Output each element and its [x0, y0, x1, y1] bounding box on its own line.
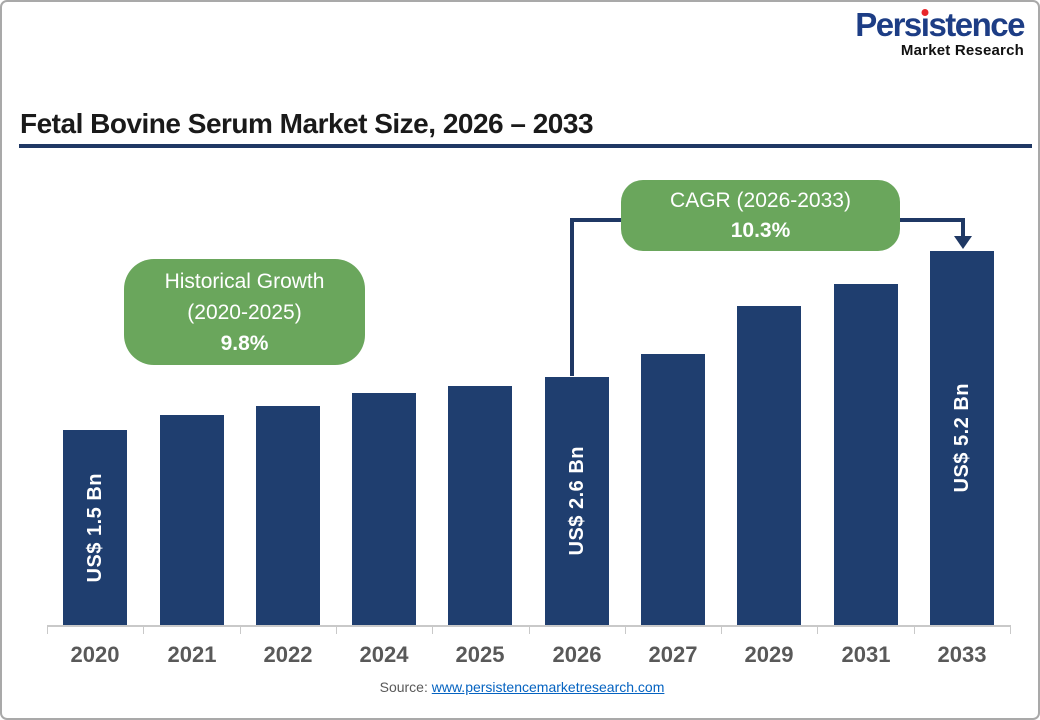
cagr-arrow-vertical-left — [570, 218, 574, 376]
historical-growth-line2: (2020-2025) — [187, 300, 302, 324]
source-link[interactable]: www.persistencemarketresearch.com — [431, 679, 665, 695]
bar-2020: US$ 1.5 Bn — [63, 430, 127, 625]
historical-growth-value: 9.8% — [220, 331, 269, 355]
historical-growth-callout: Historical Growth (2020-2025) 9.8% — [124, 259, 365, 365]
bar-2031 — [834, 284, 898, 625]
historical-growth-line1: Historical Growth — [164, 269, 325, 293]
bar-value-label-2020: US$ 1.5 Bn — [83, 472, 106, 583]
bar-value-label-2026: US$ 2.6 Bn — [565, 446, 588, 556]
bar-value-label-2033: US$ 5.2 Bn — [950, 383, 973, 493]
title-underline — [19, 144, 1032, 148]
x-axis-tick — [432, 625, 434, 634]
cagr-line1: CAGR (2026-2033) — [670, 188, 851, 212]
x-axis-tick — [624, 625, 626, 634]
x-axis-tick — [528, 625, 530, 634]
x-axis-tick — [335, 625, 337, 634]
x-axis-tick — [1010, 625, 1011, 634]
cagr-arrow-vertical-right — [961, 218, 965, 237]
bar-2022 — [256, 406, 320, 625]
brand-text-post: stence — [928, 6, 1025, 43]
cagr-arrow-head-icon — [954, 236, 972, 249]
brand-logo: Persıstence Market Research — [855, 6, 1025, 59]
bar-2027 — [641, 354, 705, 625]
x-label-2021: 2021 — [167, 642, 217, 667]
x-label-2027: 2027 — [648, 642, 698, 667]
x-axis-tick — [721, 625, 723, 634]
x-label-2025: 2025 — [455, 642, 505, 667]
x-label-2020: 2020 — [70, 642, 120, 667]
cagr-value: 10.3% — [730, 218, 791, 242]
x-axis-tick — [817, 625, 819, 634]
x-axis-tick — [239, 625, 241, 634]
source-line: Source: www.persistencemarketresearch.co… — [2, 679, 1038, 695]
brand-subtitle: Market Research — [900, 42, 1024, 59]
x-label-2024: 2024 — [359, 642, 409, 667]
x-label-2033: 2033 — [937, 642, 987, 667]
brand-text-pre: Pers — [855, 6, 922, 43]
bar-2033: US$ 5.2 Bn — [930, 251, 994, 625]
x-axis-tick — [143, 625, 145, 634]
x-label-2022: 2022 — [263, 642, 313, 667]
brand-i-red-dot: ı — [920, 6, 930, 43]
x-axis-tick — [47, 625, 48, 634]
x-label-2031: 2031 — [841, 642, 891, 667]
bar-2025 — [448, 386, 512, 625]
bar-2021 — [160, 415, 224, 625]
x-label-2029: 2029 — [744, 642, 794, 667]
bar-2024 — [352, 393, 416, 625]
brand-name: Persıstence — [855, 6, 1025, 43]
bar-2026: US$ 2.6 Bn — [545, 377, 609, 625]
x-axis-tick — [913, 625, 915, 634]
x-label-2026: 2026 — [552, 642, 602, 667]
page-title: Fetal Bovine Serum Market Size, 2026 – 2… — [20, 108, 594, 139]
cagr-callout: CAGR (2026-2033) 10.3% — [621, 180, 900, 251]
source-prefix: Source: — [379, 679, 432, 695]
bar-2029 — [737, 306, 801, 625]
